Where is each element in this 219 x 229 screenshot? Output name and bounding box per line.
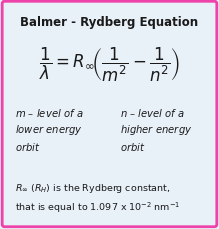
Text: $\dfrac{1}{\lambda} = R_{\infty}\!\left(\dfrac{1}{m^2} - \dfrac{1}{n^2}\right)$: $\dfrac{1}{\lambda} = R_{\infty}\!\left(… (39, 45, 180, 83)
Text: Balmer - Rydberg Equation: Balmer - Rydberg Equation (20, 16, 199, 29)
Text: $\mathbf{\mathit{n}}$ $\mathit{\endash\ level\ of\ a}$
$\mathit{higher\ energy}$: $\mathbf{\mathit{n}}$ $\mathit{\endash\ … (120, 106, 193, 152)
Text: $R_{\infty}$ $(R_{H})$ is the Rydberg constant,
that is equal to 1.097 x 10$^{-2: $R_{\infty}$ $(R_{H})$ is the Rydberg co… (15, 181, 181, 214)
FancyBboxPatch shape (2, 2, 217, 227)
Text: $\mathbf{\mathit{m}}$ $\mathit{\endash\ level\ of\ a}$
$\mathit{lower\ energy}$
: $\mathbf{\mathit{m}}$ $\mathit{\endash\ … (15, 106, 84, 152)
